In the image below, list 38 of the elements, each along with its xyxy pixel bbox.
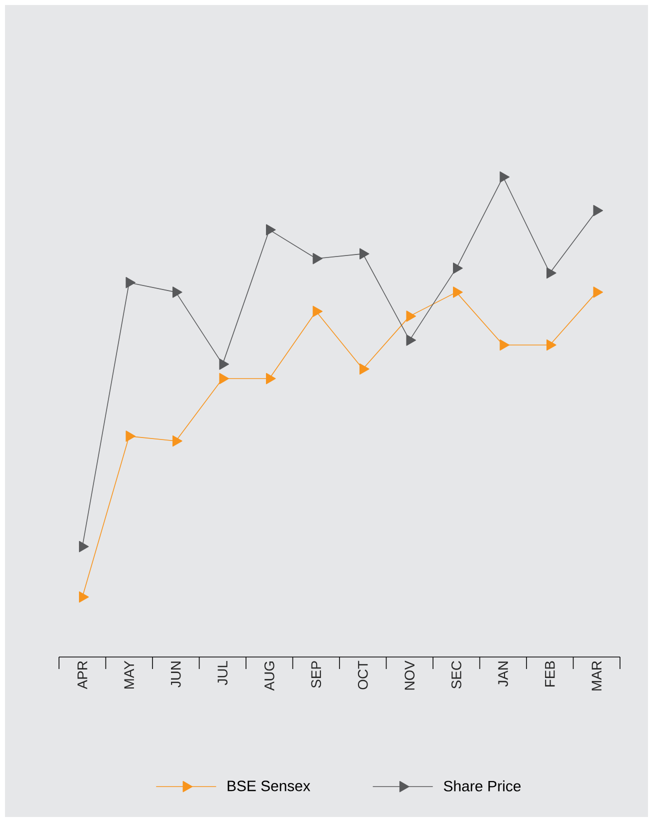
point	[219, 372, 230, 384]
point	[172, 435, 182, 447]
point	[452, 286, 463, 298]
point	[359, 248, 370, 260]
point	[500, 171, 510, 183]
point	[312, 306, 323, 317]
point	[126, 276, 136, 288]
point	[406, 334, 416, 346]
point	[312, 252, 323, 264]
point	[78, 591, 89, 603]
x-tick-label: NOV	[404, 660, 415, 690]
point	[593, 286, 604, 298]
point	[406, 310, 416, 322]
point	[126, 430, 136, 442]
x-tick-label: FEB	[545, 661, 555, 686]
point	[266, 224, 276, 236]
x-tick-label: SEP	[311, 661, 322, 688]
point	[266, 372, 276, 384]
x-tick-label: JUL	[218, 660, 228, 686]
point	[452, 262, 463, 274]
point	[546, 267, 556, 279]
point	[593, 204, 604, 216]
legend-label: BSE Sensex	[228, 780, 310, 792]
x-tick-label: JAN	[498, 662, 508, 687]
point	[172, 286, 182, 298]
x-tick-label: OCT	[358, 660, 368, 690]
x-tick-label: APR	[78, 661, 88, 690]
point	[359, 363, 370, 375]
point	[78, 540, 89, 552]
legend-label: Share Price	[444, 780, 521, 792]
x-tick-label: SEC	[451, 661, 462, 689]
x-tick-label: MAY	[124, 660, 134, 689]
x-tick-label: MAR	[592, 661, 602, 690]
point	[219, 358, 230, 370]
point	[500, 339, 510, 351]
x-tick-label: JUN	[171, 662, 181, 688]
x-tick-label: AUG	[264, 662, 274, 691]
point	[546, 339, 556, 351]
